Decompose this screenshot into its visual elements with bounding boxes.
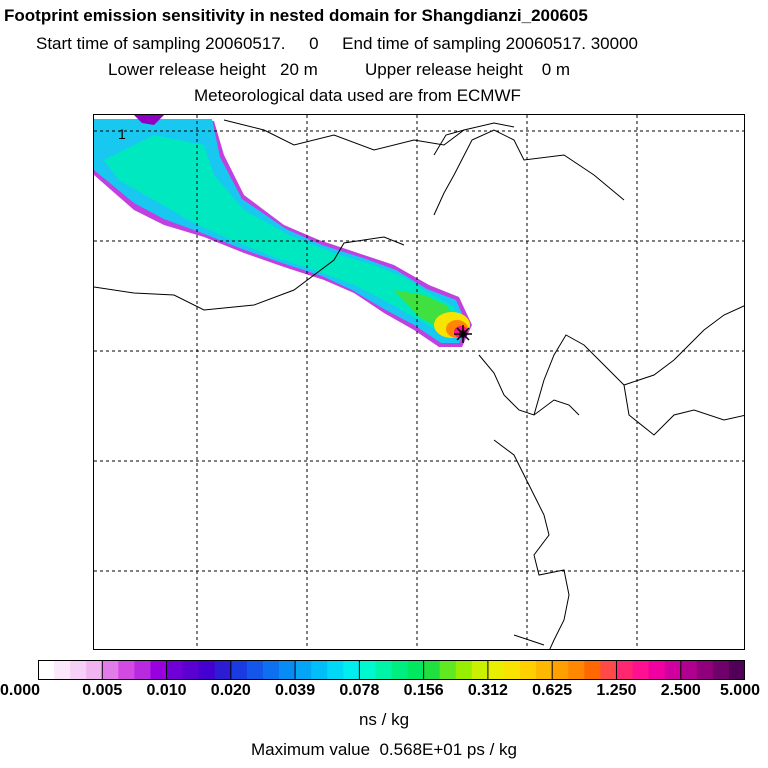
colorbar-swatch bbox=[616, 660, 634, 680]
colorbar-swatch bbox=[327, 660, 344, 680]
colorbar-tick-label: 0.010 bbox=[146, 682, 187, 699]
colorbar-swatch bbox=[295, 660, 312, 680]
colorbar-swatch bbox=[262, 660, 280, 680]
colorbar bbox=[38, 660, 745, 680]
colorbar-swatch bbox=[648, 660, 666, 680]
colorbar-tick-labels: 0.000 0.005 0.010 0.020 0.039 0.078 0.156 0.312… bbox=[0, 682, 768, 704]
colorbar-tick-label: 0.000 bbox=[0, 682, 41, 699]
colorbar-swatch bbox=[311, 660, 328, 680]
plot-title: Footprint emission sensitivity in nested… bbox=[4, 6, 588, 25]
maximum-value: Maximum value 0.568E+01 ps / kg bbox=[251, 740, 517, 759]
colorbar-swatch bbox=[439, 660, 457, 680]
colorbar-swatch bbox=[38, 660, 55, 680]
colorbar-swatch bbox=[230, 660, 248, 680]
release-heights: Lower release height 20 m Upper release … bbox=[108, 60, 571, 79]
colorbar-swatch bbox=[118, 660, 136, 680]
colorbar-tick-label: 1.250 bbox=[596, 682, 637, 699]
colorbar-swatch bbox=[150, 660, 168, 680]
colorbar-swatch bbox=[198, 660, 216, 680]
colorbar-swatch bbox=[86, 660, 103, 680]
plume-top-blob bbox=[134, 115, 164, 125]
colorbar-swatch bbox=[520, 660, 537, 680]
colorbar-swatch bbox=[214, 660, 232, 680]
colorbar-swatch bbox=[536, 660, 553, 680]
colorbar-swatch bbox=[600, 660, 618, 680]
colorbar-swatch bbox=[375, 660, 393, 680]
colorbar-swatch bbox=[471, 660, 489, 680]
colorbar-swatch bbox=[728, 660, 745, 680]
colorbar-swatch bbox=[54, 660, 71, 680]
colorbar-swatch bbox=[552, 660, 569, 680]
colorbar-swatch bbox=[343, 660, 360, 680]
coastlines bbox=[94, 119, 744, 649]
colorbar-tick-label: 0.078 bbox=[339, 682, 380, 699]
colorbar-tick-label: 2.500 bbox=[660, 682, 701, 699]
colorbar-swatch bbox=[246, 660, 264, 680]
colorbar-unit: ns / kg bbox=[358, 710, 410, 729]
meteorological-source: Meteorological data used are from ECMWF bbox=[194, 86, 521, 105]
sampling-times: Start time of sampling 20060517. 0 End t… bbox=[36, 34, 638, 53]
colorbar-swatch bbox=[391, 660, 409, 680]
colorbar-swatch bbox=[102, 660, 119, 680]
colorbar-swatch bbox=[455, 660, 473, 680]
map-canvas: 1 bbox=[94, 115, 744, 649]
colorbar-swatch bbox=[423, 660, 441, 680]
colorbar-swatch bbox=[182, 660, 200, 680]
colorbar-tick-label: 0.039 bbox=[275, 682, 316, 699]
plume-core bbox=[104, 135, 459, 337]
colorbar-swatch bbox=[696, 660, 714, 680]
colorbar-swatch bbox=[70, 660, 87, 680]
colorbar-swatch bbox=[632, 660, 650, 680]
lat-lon-grid bbox=[94, 115, 744, 649]
colorbar-swatch bbox=[584, 660, 601, 680]
colorbar-tick-label: 0.625 bbox=[532, 682, 573, 699]
colorbar-swatch bbox=[664, 660, 682, 680]
corner-label: 1 bbox=[118, 126, 126, 142]
colorbar-tick-label: 0.005 bbox=[82, 682, 123, 699]
colorbar-tick-label: 0.020 bbox=[210, 682, 251, 699]
colorbar-swatch bbox=[359, 660, 377, 680]
colorbar-swatch bbox=[166, 660, 184, 680]
colorbar-swatch bbox=[503, 660, 521, 680]
colorbar-swatch bbox=[487, 660, 505, 680]
map-panel: 1 bbox=[93, 114, 745, 650]
colorbar-swatch bbox=[134, 660, 152, 680]
colorbar-swatch bbox=[568, 660, 585, 680]
colorbar-tick-label: 5.000 bbox=[719, 682, 760, 699]
colorbar-swatch bbox=[279, 660, 296, 680]
colorbar-swatch bbox=[407, 660, 425, 680]
colorbar-tick-label: 0.312 bbox=[467, 682, 508, 699]
receptor-star-icon bbox=[454, 325, 472, 343]
colorbar-tick-label: 0.156 bbox=[403, 682, 444, 699]
colorbar-border bbox=[38, 660, 745, 680]
colorbar-swatch bbox=[680, 660, 698, 680]
colorbar-swatch bbox=[712, 660, 730, 680]
